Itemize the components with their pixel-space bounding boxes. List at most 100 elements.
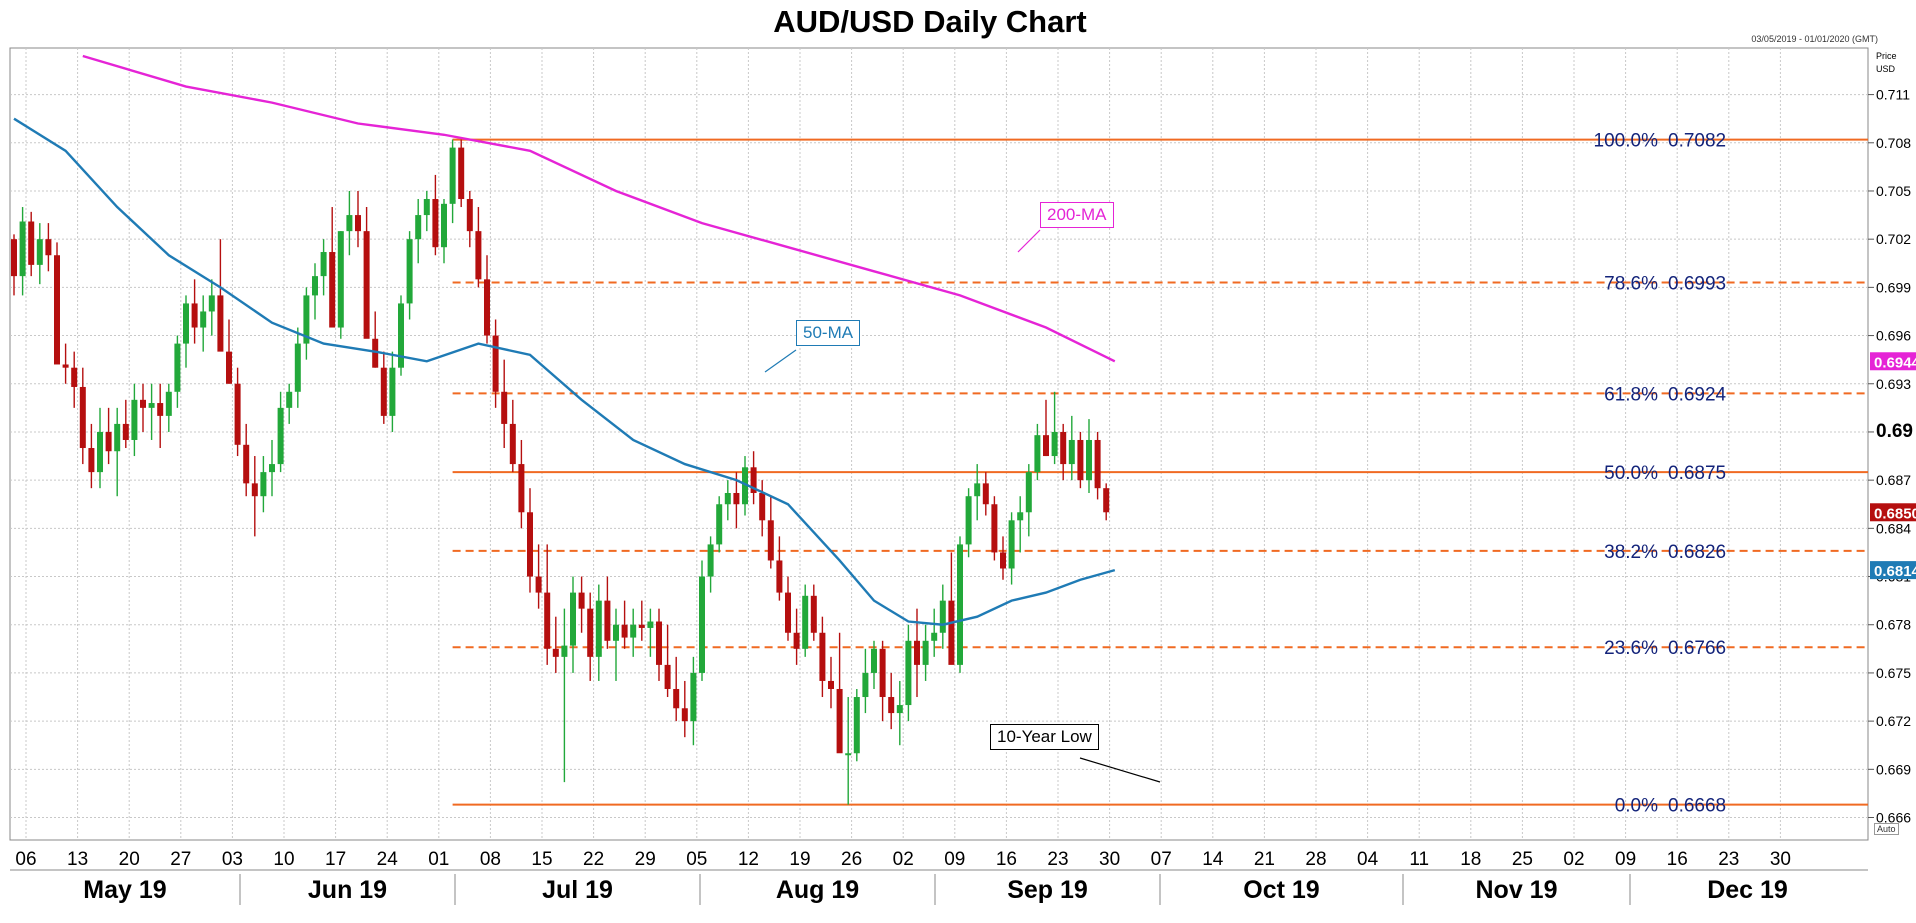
candle-down [54, 255, 60, 365]
candle-up [346, 215, 353, 232]
candle-down [888, 697, 895, 714]
candle-up [269, 464, 275, 473]
x-tick-label: 09 [944, 849, 965, 870]
candle-up [19, 221, 26, 277]
candle-down [79, 386, 86, 449]
candle-up [630, 624, 637, 638]
candle-up [208, 295, 215, 312]
candle-down [750, 467, 757, 493]
grid-lines [9, 47, 1869, 841]
candle-up [303, 295, 310, 344]
y-tick-label: 0.678 [1876, 617, 1911, 633]
candle-up [905, 640, 912, 706]
ma50-line [13, 117, 1116, 626]
x-tick-label: 30 [1770, 849, 1791, 870]
candle-up [320, 252, 327, 277]
candle-down [879, 648, 886, 698]
candle-down [810, 595, 817, 633]
candle-down [578, 592, 585, 609]
fib-level-percent: 38.2% [1604, 542, 1658, 563]
candle-up [294, 343, 301, 392]
candle-up [1008, 520, 1015, 569]
candle-down [793, 632, 800, 649]
candle-up [131, 399, 138, 440]
candle-up [1086, 439, 1092, 481]
candle-down [191, 303, 198, 328]
y-tick-label: 0.666 [1876, 810, 1911, 826]
x-tick-label: 05 [686, 849, 707, 870]
candle-down [140, 399, 146, 408]
candle-down [28, 221, 35, 265]
candle-down [355, 215, 361, 232]
candle-down [509, 423, 516, 465]
x-tick-label: 27 [170, 849, 191, 870]
x-tick-label: 11 [1409, 849, 1429, 870]
x-tick-label: 16 [996, 849, 1017, 870]
candle-down [1060, 431, 1067, 465]
candle-up [724, 492, 731, 505]
plot-frame [9, 47, 1869, 841]
x-tick-label: 09 [1615, 849, 1636, 870]
y-tick-label: 0.711 [1876, 87, 1910, 103]
candle-down [122, 423, 129, 440]
price-tag-value: 0.6850 [1874, 505, 1916, 522]
ma200-line [82, 54, 1116, 363]
candle-down [234, 383, 241, 445]
candle-up [862, 672, 869, 698]
x-month-label: Nov 19 [1476, 876, 1558, 904]
x-month-label: Jul 19 [542, 876, 613, 904]
candle-up [595, 600, 602, 657]
candle-up [561, 645, 568, 657]
candle-up [802, 595, 809, 649]
candle-down [664, 664, 671, 689]
x-month-label: Dec 19 [1707, 876, 1788, 904]
candle-down [991, 504, 998, 553]
candle-down [105, 431, 112, 452]
candle-up [1051, 431, 1058, 457]
candle-down [1103, 488, 1110, 513]
candle-down [45, 239, 52, 256]
candle-up [1017, 512, 1024, 521]
candle-down [535, 576, 542, 593]
x-tick-label: 08 [480, 849, 501, 870]
candle-down [733, 492, 740, 505]
x-tick-label: 18 [1460, 849, 1481, 870]
candle-up [312, 276, 318, 296]
candles [11, 139, 1110, 805]
candle-down [492, 335, 499, 392]
y-tick-label: 0.693 [1876, 376, 1911, 392]
x-tick-label: 15 [531, 849, 552, 870]
candle-up [939, 600, 946, 633]
y-tick-label: 0.69 [1876, 421, 1913, 442]
fib-level-value: 0.6993 [1668, 274, 1726, 295]
x-tick-label: 04 [1357, 849, 1379, 870]
fib-level-percent: 0.0% [1615, 796, 1658, 817]
candle-down [432, 199, 439, 248]
fib-level-percent: 50.0% [1604, 463, 1658, 484]
x-tick-label: 26 [841, 849, 862, 870]
y-tick-label: 0.702 [1876, 231, 1911, 247]
y-tick-label: 0.696 [1876, 328, 1911, 344]
x-tick-label: 06 [15, 849, 36, 870]
candle-up [449, 147, 456, 204]
y-tick-label: 0.675 [1876, 665, 1911, 681]
x-tick-label: 12 [738, 849, 759, 870]
chart-title: AUD/USD Daily Chart [773, 4, 1087, 39]
candle-up [613, 624, 619, 641]
candle-up [931, 632, 938, 641]
candle-down [518, 464, 525, 513]
candle-up [36, 239, 43, 265]
candle-up [174, 343, 181, 392]
moving-averages [13, 54, 1116, 626]
auto-scale-button[interactable]: Auto [1874, 823, 1899, 835]
candle-up [1068, 439, 1075, 465]
x-tick-label: 24 [377, 849, 399, 870]
candle-up [389, 367, 396, 416]
candle-down [587, 608, 594, 657]
annotation-connector [1017, 229, 1041, 253]
annotation-connector [1079, 757, 1161, 783]
candle-down [157, 403, 164, 416]
annotation-connectors [764, 229, 1161, 783]
candle-up [690, 672, 697, 722]
